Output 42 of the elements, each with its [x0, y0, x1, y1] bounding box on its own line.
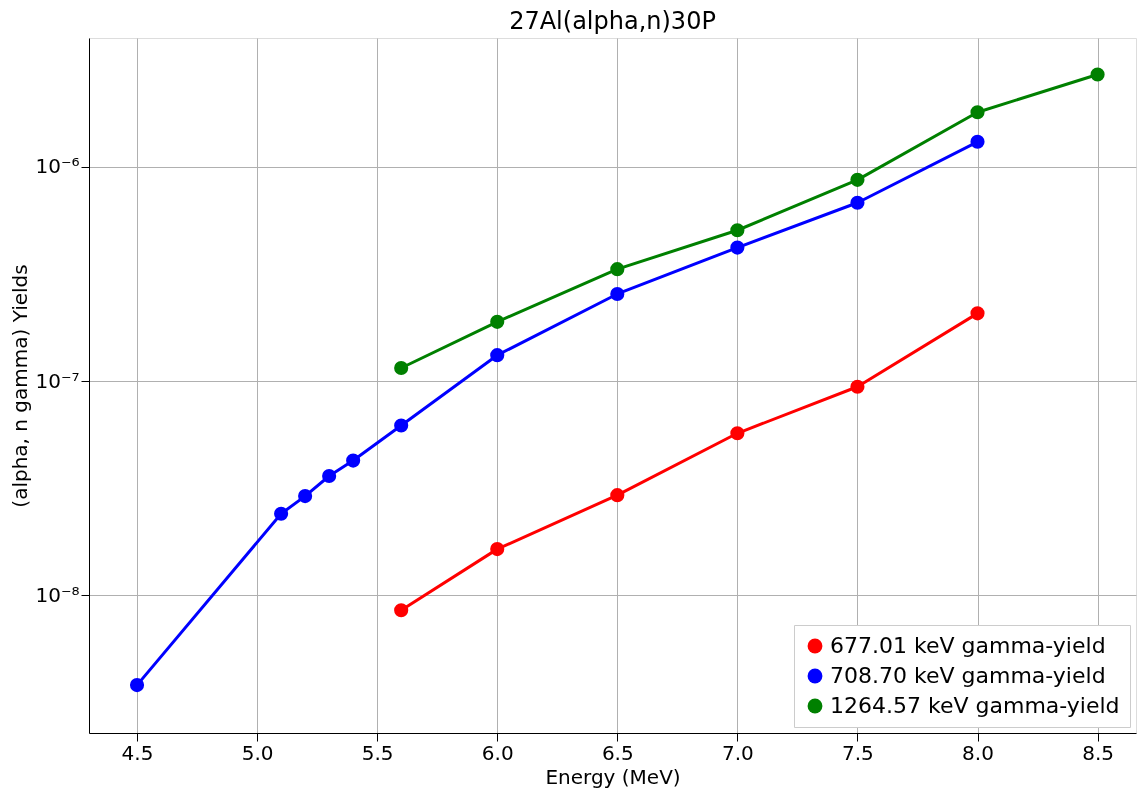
x-tick-label: 7.0 [721, 740, 754, 765]
point [394, 603, 409, 618]
point [610, 488, 625, 503]
point [490, 314, 505, 329]
x-tick-label: 6.5 [601, 740, 634, 765]
x-tick-label: 8.0 [962, 740, 994, 765]
point [394, 360, 409, 376]
point [346, 453, 361, 468]
point [850, 379, 865, 394]
point [850, 195, 865, 210]
x-axis-title: Energy (MeV) [545, 764, 681, 789]
point [394, 418, 409, 433]
point [850, 172, 865, 187]
point [610, 262, 625, 277]
x-tick-label: 5.5 [361, 740, 394, 765]
y-axis-title: (alpha, n gamma) Yields [8, 264, 33, 508]
x-tick-label: 5.0 [241, 740, 274, 765]
legend-label: 708.70 keV gamma-yield [830, 663, 1106, 688]
x-tick-label: 6.0 [481, 740, 514, 765]
point [129, 678, 145, 693]
chart-title: 27Al(alpha,n)30P [509, 7, 716, 35]
point [970, 306, 985, 321]
point [970, 134, 985, 149]
point [322, 468, 337, 484]
point [298, 489, 313, 504]
legend-label: 1264.57 keV gamma-yield [830, 693, 1120, 718]
x-tick-label: 4.5 [121, 740, 154, 765]
y-tick-label: 10⁻⁷ [35, 368, 80, 393]
point [610, 286, 625, 302]
x-tick-label: 8.5 [1082, 740, 1114, 765]
point [730, 240, 745, 255]
point [970, 105, 985, 120]
legend-label: 677.01 keV gamma-yield [830, 633, 1106, 658]
point [274, 506, 289, 521]
x-tick-label: 7.5 [842, 740, 874, 765]
point [1090, 67, 1105, 82]
y-tick-label: 10⁻⁶ [35, 154, 80, 179]
point [730, 426, 745, 441]
point [730, 223, 745, 238]
y-tick-label: 10⁻⁸ [35, 582, 80, 607]
point [490, 542, 505, 557]
point [490, 348, 505, 363]
